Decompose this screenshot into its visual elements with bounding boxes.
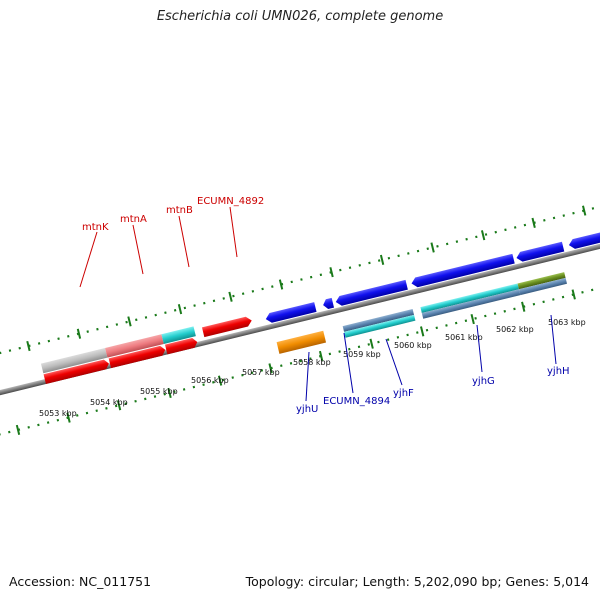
- scale-tick: [228, 291, 233, 302]
- scale-tick: [430, 242, 435, 253]
- forward-gene-labels: mtnK mtnA mtnB ECUMN_4892: [79, 196, 264, 288]
- scale-tick: [318, 350, 324, 362]
- gene-arrow-ECUMN_4892[interactable]: [201, 316, 253, 338]
- leader-line-yjhH: [550, 314, 557, 365]
- scale-tick: [369, 338, 374, 349]
- scale-tick: [278, 279, 284, 290]
- cds-yjhF-b[interactable]: [344, 314, 416, 338]
- scale-tick: [420, 326, 425, 337]
- scale-tick: [217, 375, 223, 386]
- gene-label-mtnB[interactable]: mtnB: [166, 205, 193, 216]
- scale-tick: [329, 267, 334, 278]
- inner-major-ticks: [15, 289, 576, 436]
- scale-tick: [480, 230, 486, 241]
- gene-arrow-mtnB[interactable]: [165, 337, 198, 355]
- reverse-gene-labels: yjhU ECUMN_4894 yjhF yjhG yjhH: [296, 314, 570, 415]
- cds-yjhG-a[interactable]: [420, 283, 519, 313]
- scale-labels: 5053 kbp 5054 kbp 5055 kbp 5056 kbp 5057…: [39, 318, 586, 418]
- reverse-strand-features: [265, 225, 600, 354]
- scale-tick: [582, 205, 587, 216]
- scale-tick: [76, 328, 82, 339]
- leader-line-mtnA: [132, 224, 144, 275]
- gene-label-mtnK[interactable]: mtnK: [82, 222, 109, 233]
- gene-arrow-right-edge[interactable]: [568, 225, 600, 250]
- scale-tick: [470, 313, 475, 325]
- cds-yjhH-b[interactable]: [518, 277, 568, 296]
- cds-mtnB[interactable]: [161, 326, 196, 344]
- scale-label: 5057 kbp: [242, 368, 280, 377]
- scale-tick: [268, 363, 273, 374]
- scale-tick: [531, 217, 536, 228]
- outer-major-ticks: [26, 205, 587, 352]
- scale-tick: [379, 254, 385, 265]
- scale-label: 5056 kbp: [191, 376, 229, 385]
- leader-line-mtnB: [178, 215, 190, 268]
- cds-yjhU[interactable]: [276, 330, 327, 354]
- gene-label-yjhH[interactable]: yjhH: [547, 366, 570, 377]
- scale-label: 5059 kbp: [343, 350, 381, 359]
- genome-title: Escherichia coli UMN026, complete genome: [156, 9, 444, 24]
- scale-label: 5062 kbp: [496, 325, 534, 334]
- cds-mtnK[interactable]: [40, 347, 108, 374]
- cds-yjhH-a[interactable]: [517, 272, 566, 290]
- gene-arrow-mtnK[interactable]: [43, 359, 110, 384]
- gene-arrow-yjhG[interactable]: [410, 253, 515, 289]
- scale-tick: [167, 387, 172, 399]
- scale-label: 5060 kbp: [394, 341, 432, 350]
- cds-yjhG-b[interactable]: [421, 289, 521, 319]
- gene-arrow-yjhU[interactable]: [265, 302, 317, 324]
- scale-tick: [66, 412, 71, 423]
- scale-tick: [127, 316, 132, 327]
- forward-strand-features: [40, 316, 253, 384]
- scale-label: 5055 kbp: [140, 387, 178, 396]
- gene-label-ECUMN_4892[interactable]: ECUMN_4892: [197, 196, 264, 207]
- gene-arrow-yjhF[interactable]: [335, 279, 408, 307]
- leader-line-ECUMN_4892: [229, 206, 238, 258]
- scale-label: 5054 kbp: [90, 398, 128, 407]
- scale-tick: [15, 424, 21, 436]
- leader-line-ECUMN_4894: [343, 332, 354, 394]
- gene-arrow-ECUMN_4894[interactable]: [322, 297, 335, 310]
- cds-mtnA[interactable]: [105, 334, 164, 358]
- accession-label: Accession: NC_011751: [9, 574, 152, 589]
- genome-strip: [0, 195, 600, 446]
- cds-yjhF-a[interactable]: [342, 309, 415, 332]
- scale-tick: [26, 340, 31, 352]
- topology-summary: Topology: circular; Length: 5,202,090 bp…: [245, 574, 589, 589]
- leader-line-yjhU: [305, 351, 310, 402]
- gene-arrow-yjhH[interactable]: [515, 241, 565, 263]
- gene-label-yjhF[interactable]: yjhF: [393, 388, 414, 399]
- scale-tick: [177, 304, 183, 315]
- gene-label-yjhG[interactable]: yjhG: [472, 376, 495, 387]
- scale-tick: [571, 289, 576, 300]
- gene-label-ECUMN_4894[interactable]: ECUMN_4894: [323, 396, 390, 407]
- scale-label: 5061 kbp: [445, 333, 483, 342]
- scale-tick: [116, 400, 122, 411]
- scale-tick: [521, 301, 526, 312]
- leader-line-yjhF: [385, 338, 403, 386]
- leader-line-yjhG: [476, 324, 483, 373]
- gene-arrow-mtnA[interactable]: [108, 345, 167, 369]
- scale-label: 5063 kbp: [548, 318, 586, 327]
- gene-label-yjhU[interactable]: yjhU: [296, 404, 318, 415]
- scale-label: 5058 kbp: [293, 358, 331, 367]
- leader-line-mtnK: [79, 231, 98, 288]
- scale-label: 5053 kbp: [39, 409, 77, 418]
- gene-label-mtnA[interactable]: mtnA: [120, 214, 147, 225]
